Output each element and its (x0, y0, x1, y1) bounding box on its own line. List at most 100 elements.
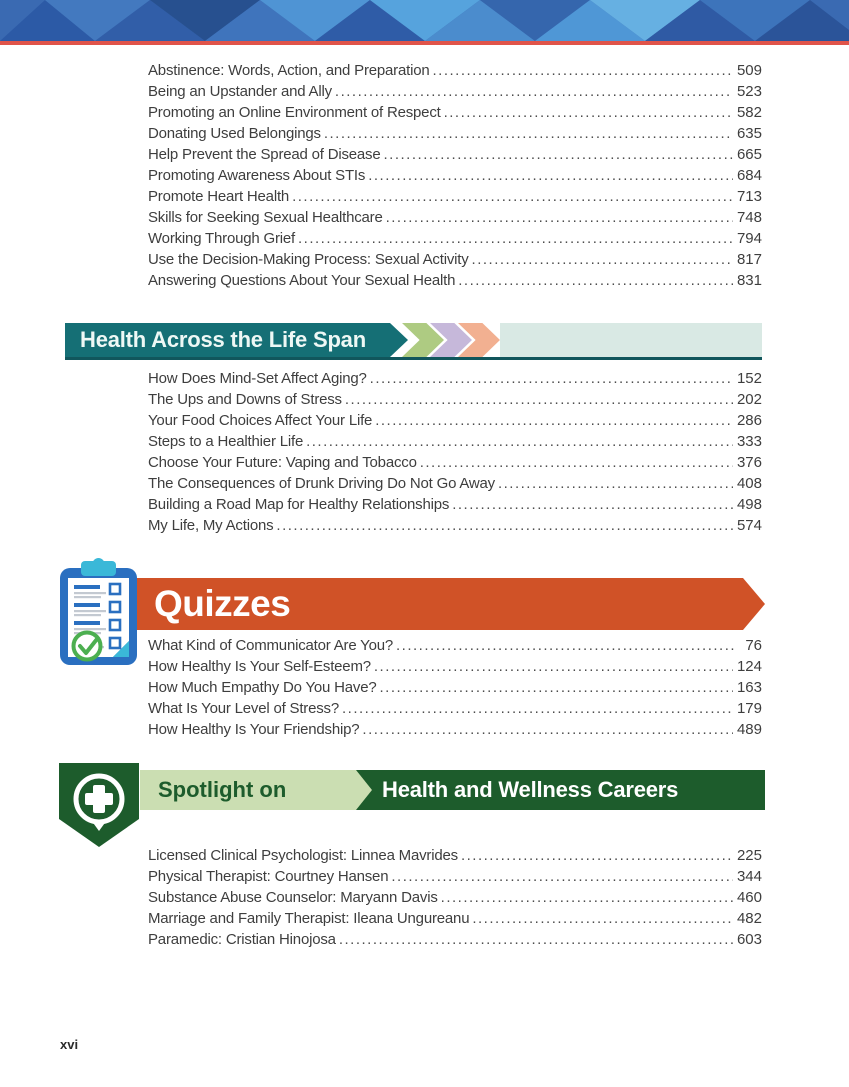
dot-leader (380, 679, 733, 696)
dot-leader (298, 230, 733, 247)
toc-entry-page: 163 (736, 679, 762, 696)
dot-leader (375, 412, 733, 429)
dot-leader (345, 391, 733, 408)
dot-leader (452, 496, 733, 513)
toc-list-quizzes: What Kind of Communicator Are You? 76 How… (148, 637, 762, 742)
toc-entry-page: 408 (736, 475, 762, 492)
toc-entry: Promoting an Online Environment of Respe… (148, 104, 762, 125)
toc-entry-title: My Life, My Actions (148, 517, 274, 534)
toc-entry-title: Skills for Seeking Sexual Healthcare (148, 209, 383, 226)
toc-list-continued: Abstinence: Words, Action, and Preparati… (148, 62, 762, 293)
toc-entry-title: Promote Heart Health (148, 188, 290, 205)
toc-entry-page: 665 (736, 146, 762, 163)
red-divider-rule (0, 41, 849, 45)
toc-entry-title: Paramedic: Cristian Hinojosa (148, 931, 336, 948)
section-header-spotlight-careers: Spotlight on Health and Wellness Careers (59, 763, 765, 847)
toc-entry-page: 498 (736, 496, 762, 513)
toc-entry-title: What Kind of Communicator Are You? (148, 637, 394, 654)
dot-leader (335, 83, 733, 100)
toc-entry-page: 509 (736, 62, 762, 79)
toc-entry: How Much Empathy Do You Have? 163 (148, 679, 762, 700)
toc-entry: What Kind of Communicator Are You? 76 (148, 637, 762, 658)
toc-entry-title: Abstinence: Words, Action, and Preparati… (148, 62, 430, 79)
toc-entry: Marriage and Family Therapist: Ileana Un… (148, 910, 762, 931)
toc-entry-title: Building a Road Map for Healthy Relation… (148, 496, 450, 513)
toc-entry-page: 152 (736, 370, 762, 387)
toc-entry-page: 333 (736, 433, 762, 450)
dot-leader (292, 188, 733, 205)
toc-entry-title: Promoting an Online Environment of Respe… (148, 104, 441, 121)
toc-entry-title: The Consequences of Drunk Driving Do Not… (148, 475, 495, 492)
toc-entry-title: What Is Your Level of Stress? (148, 700, 339, 717)
dot-leader (324, 125, 733, 142)
toc-list-spotlight-careers: Licensed Clinical Psychologist: Linnea M… (148, 847, 762, 952)
toc-entry-title: Your Food Choices Affect Your Life (148, 412, 373, 429)
toc-entry-page: 482 (736, 910, 762, 927)
toc-entry-page: 582 (736, 104, 762, 121)
banner-triangle-pattern (0, 0, 849, 41)
quizzes-banner: Quizzes (128, 578, 765, 630)
dot-leader (342, 700, 733, 717)
toc-entry: Choose Your Future: Vaping and Tobacco 37… (148, 454, 762, 475)
toc-entry-title: Steps to a Healthier Life (148, 433, 304, 450)
toc-entry: How Healthy Is Your Self-Esteem? 124 (148, 658, 762, 679)
toc-entry-title: The Ups and Downs of Stress (148, 391, 342, 408)
toc-entry-title: Substance Abuse Counselor: Maryann Davis (148, 889, 438, 906)
toc-entry-page: 76 (745, 637, 762, 654)
toc-entry-title: Marriage and Family Therapist: Ileana Un… (148, 910, 470, 927)
toc-entry-title: Answering Questions About Your Sexual He… (148, 272, 456, 289)
toc-entry-title: Use the Decision-Making Process: Sexual … (148, 251, 469, 268)
dot-leader (458, 272, 733, 289)
dot-leader (472, 910, 733, 927)
toc-entry: Promote Heart Health 713 (148, 188, 762, 209)
toc-entry-title: How Healthy Is Your Self-Esteem? (148, 658, 371, 675)
toc-entry-title: Donating Used Belongings (148, 125, 321, 142)
dot-leader (368, 167, 733, 184)
toc-entry-page: 286 (736, 412, 762, 429)
dot-leader (391, 868, 733, 885)
toc-entry: The Ups and Downs of Stress 202 (148, 391, 762, 412)
toc-entry-page: 460 (736, 889, 762, 906)
spotlight-title-label: Health and Wellness Careers (356, 770, 765, 810)
spotlight-prefix-label: Spotlight on (140, 770, 372, 810)
dot-leader (374, 658, 733, 675)
clipboard-checklist-icon (60, 558, 137, 665)
dot-leader (498, 475, 733, 492)
toc-entry-page: 344 (736, 868, 762, 885)
toc-entry: Paramedic: Cristian Hinojosa 603 (148, 931, 762, 952)
dot-leader (306, 433, 733, 450)
dot-leader (444, 104, 733, 121)
dot-leader (276, 517, 733, 534)
toc-entry-page: 794 (736, 230, 762, 247)
toc-entry-title: Physical Therapist: Courtney Hansen (148, 868, 389, 885)
toc-entry-title: Promoting Awareness About STIs (148, 167, 366, 184)
toc-entry: Your Food Choices Affect Your Life 286 (148, 412, 762, 433)
toc-entry-title: Licensed Clinical Psychologist: Linnea M… (148, 847, 458, 864)
toc-entry: Answering Questions About Your Sexual He… (148, 272, 762, 293)
dot-leader (433, 62, 733, 79)
toc-entry: Substance Abuse Counselor: Maryann Davis… (148, 889, 762, 910)
toc-entry: Skills for Seeking Sexual Healthcare 748 (148, 209, 762, 230)
toc-entry-page: 225 (736, 847, 762, 864)
toc-entry-page: 124 (736, 658, 762, 675)
dot-leader (420, 454, 733, 471)
toc-entry-title: How Much Empathy Do You Have? (148, 679, 377, 696)
toc-entry-page: 635 (736, 125, 762, 142)
toc-entry: Use the Decision-Making Process: Sexual … (148, 251, 762, 272)
dot-leader (461, 847, 733, 864)
dot-leader (370, 370, 733, 387)
toc-list-health-across-life-span: How Does Mind-Set Affect Aging? 152 The U… (148, 370, 762, 538)
toc-entry-title: Choose Your Future: Vaping and Tobacco (148, 454, 417, 471)
toc-entry-page: 489 (736, 721, 762, 738)
toc-entry: How Healthy Is Your Friendship? 489 (148, 721, 762, 742)
toc-entry: Steps to a Healthier Life 333 (148, 433, 762, 454)
page-number: xvi (60, 1037, 79, 1052)
toc-entry-page: 831 (736, 272, 762, 289)
dot-leader (386, 209, 733, 226)
section-header-health-across-life-span: Health Across the Life Span (65, 323, 762, 360)
dot-leader (396, 637, 734, 654)
section-header-quizzes: Quizzes (60, 558, 765, 665)
toc-entry-page: 817 (736, 251, 762, 268)
toc-entry-page: 748 (736, 209, 762, 226)
toc-entry-page: 713 (736, 188, 762, 205)
